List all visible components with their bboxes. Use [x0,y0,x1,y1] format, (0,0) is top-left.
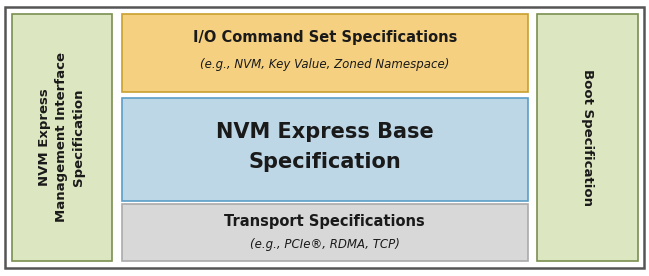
Text: Transport Specifications: Transport Specifications [225,214,425,229]
Text: NVM Express
Management Interface
Specification: NVM Express Management Interface Specifi… [38,52,86,222]
Bar [12,14,112,261]
Text: NVM Express Base: NVM Express Base [216,122,434,142]
Text: (e.g., NVM, Key Value, Zoned Namespace): (e.g., NVM, Key Value, Zoned Namespace) [200,58,450,71]
Text: (e.g., PCIe®, RDMA, TCP): (e.g., PCIe®, RDMA, TCP) [250,238,400,251]
Text: Boot Specification: Boot Specification [581,69,594,206]
Bar [122,98,528,201]
Bar [537,14,638,261]
Text: Specification: Specification [249,152,401,172]
Text: I/O Command Set Specifications: I/O Command Set Specifications [193,30,457,46]
Bar [122,14,528,92]
Bar [122,204,528,261]
